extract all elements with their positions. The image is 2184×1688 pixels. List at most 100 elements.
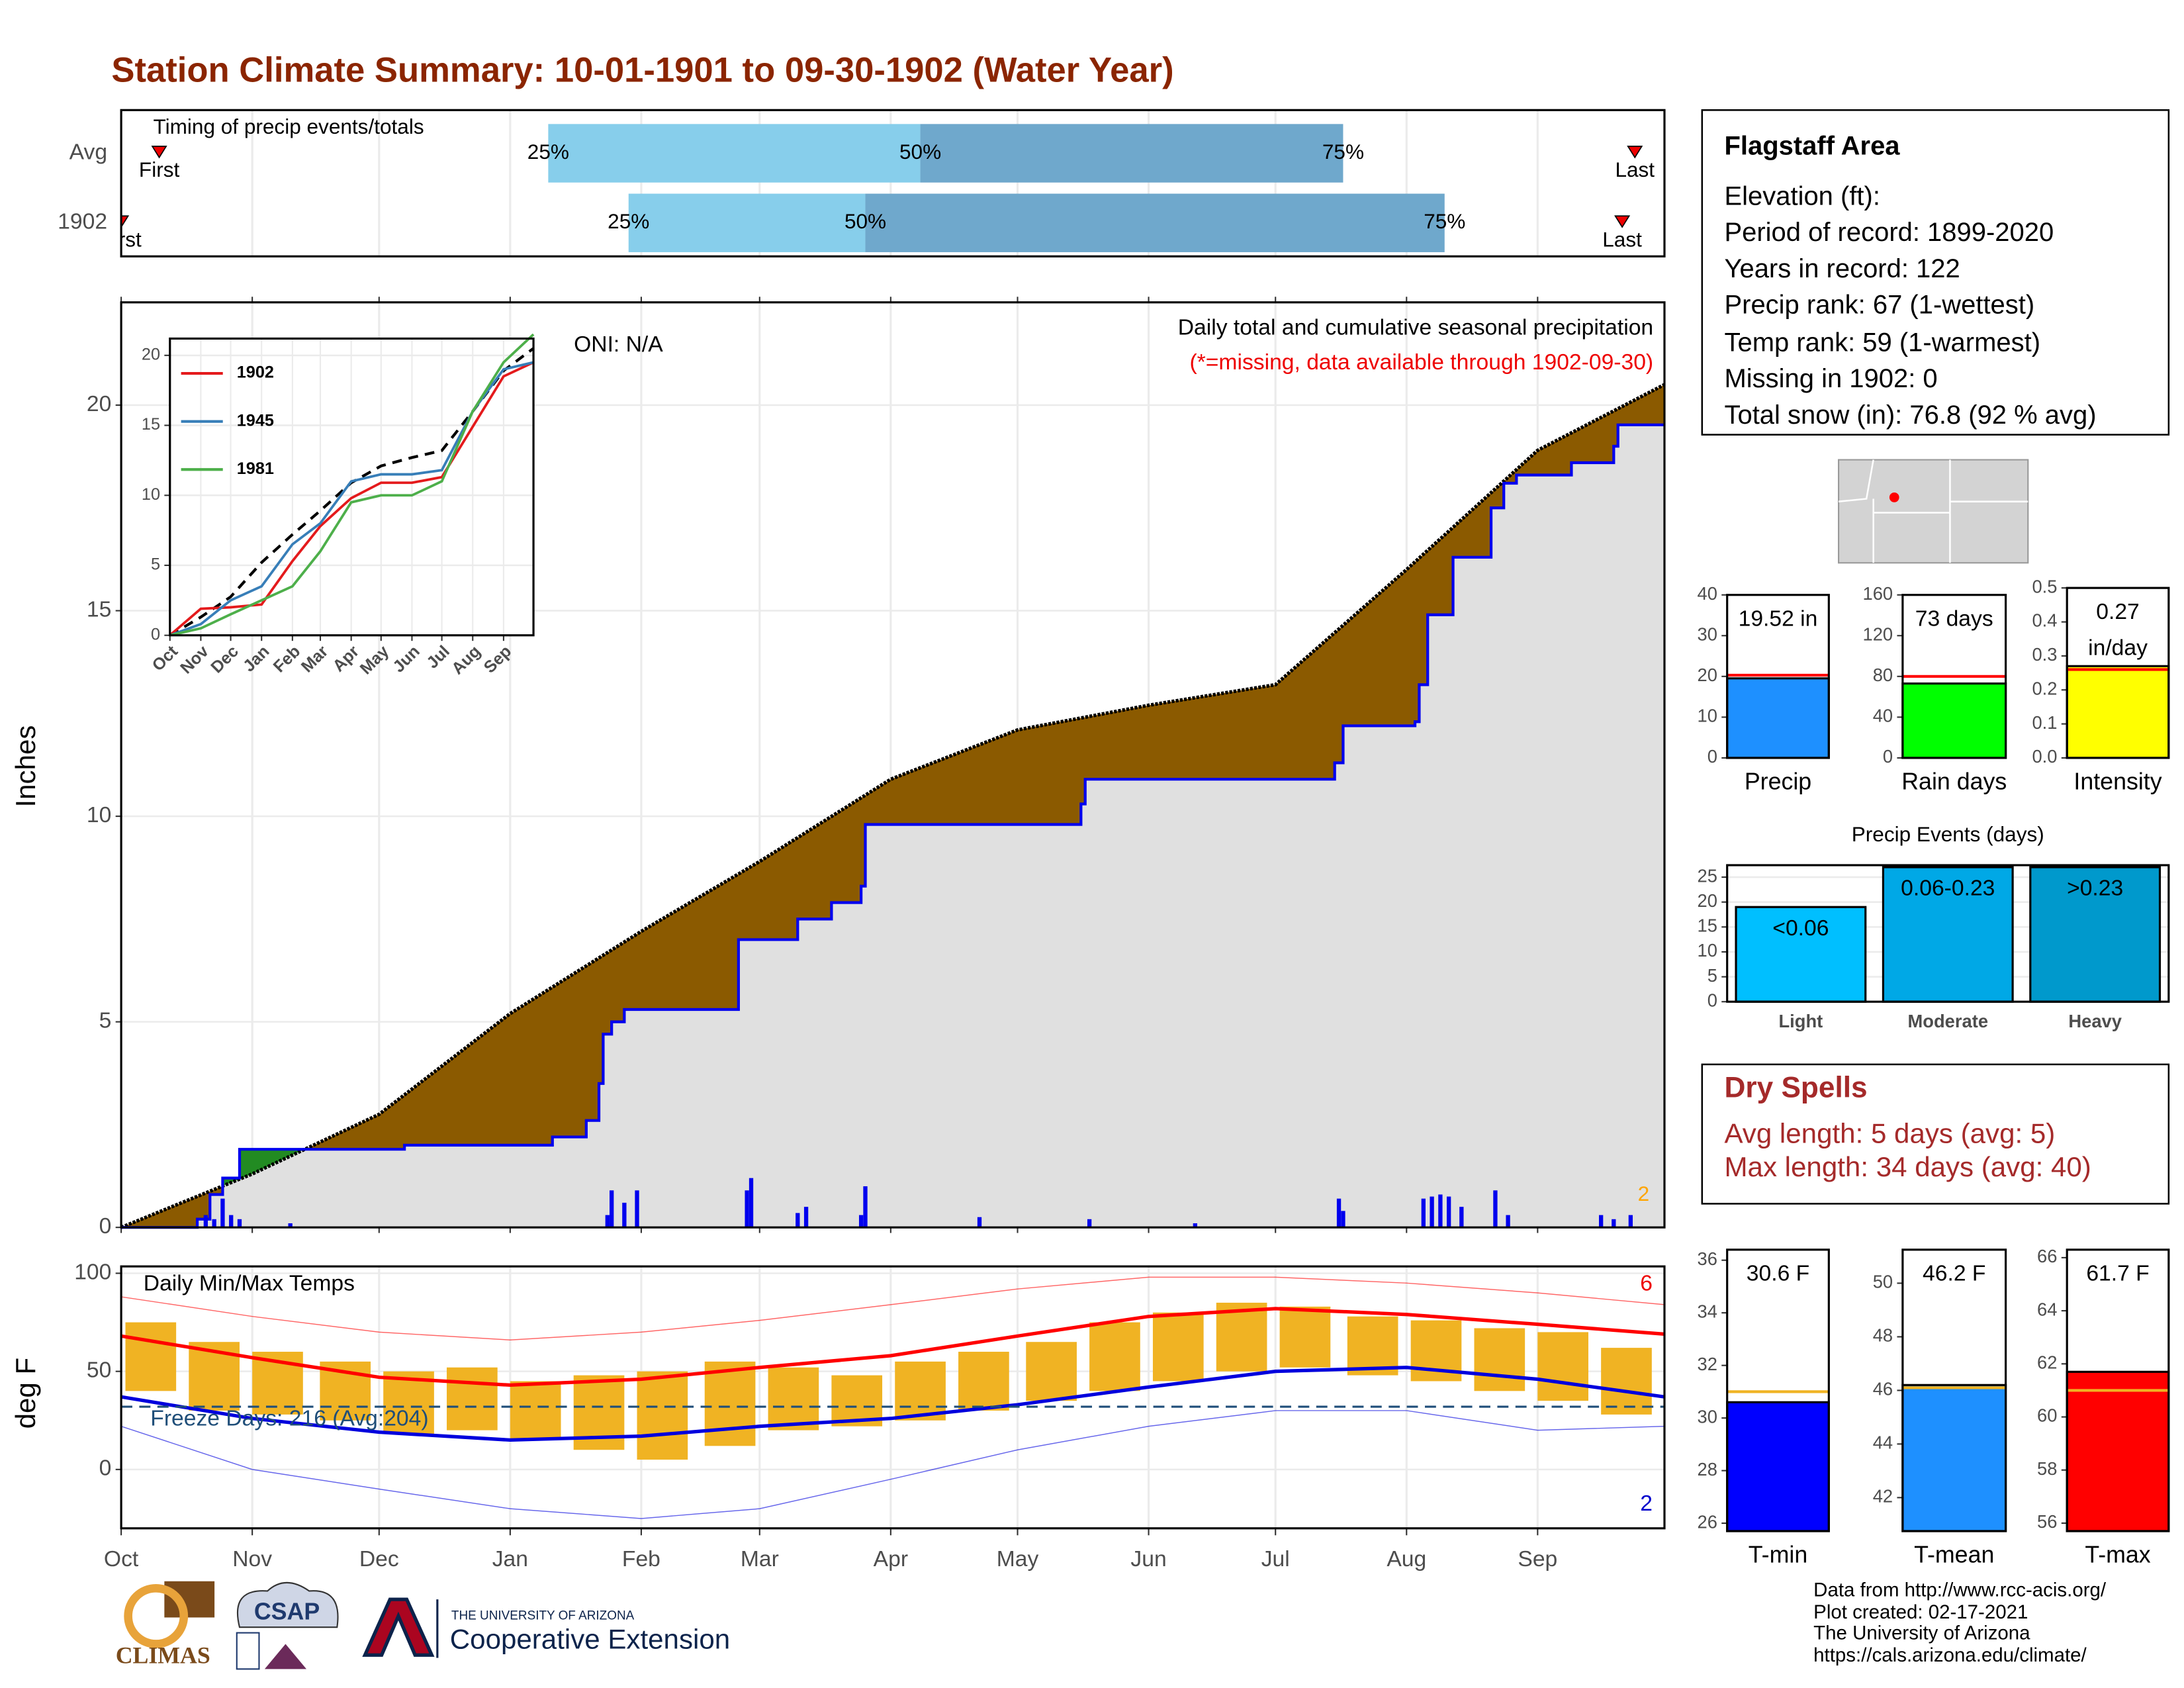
- bar: [1735, 906, 1867, 1003]
- temp-bar: [895, 1361, 946, 1421]
- y-tick-label: 40: [1873, 706, 1893, 726]
- x-tick-label: Jan: [492, 1547, 528, 1571]
- value-label: 30.6 F: [1747, 1262, 1809, 1286]
- daily-bar: [220, 1198, 225, 1228]
- y-tick-label: 100: [74, 1260, 111, 1284]
- y-tick-label: 36: [1698, 1248, 1717, 1269]
- value-label: <0.06: [1772, 916, 1829, 941]
- y-tick-label: 10: [1698, 940, 1717, 961]
- daily-bar: [1421, 1198, 1426, 1228]
- timing-label: Last: [1602, 227, 1642, 251]
- info-line: Precip rank: 67 (1-wettest): [1724, 291, 2034, 320]
- temp-bar: [125, 1322, 177, 1391]
- row-label: 1902: [58, 210, 107, 234]
- y-tick-label: 56: [2037, 1511, 2057, 1532]
- y-tick-label: 20: [1698, 665, 1717, 685]
- y-tick-label: 0.1: [2032, 712, 2057, 733]
- temp-bar: [1537, 1332, 1588, 1401]
- daily-bar: [863, 1186, 868, 1228]
- series-line: [169, 361, 534, 637]
- y-tick-label: 30: [1698, 1406, 1717, 1427]
- y-tick-label: 20: [142, 346, 160, 364]
- y-tick-label: 25: [1698, 865, 1717, 886]
- temp-bar: [447, 1367, 498, 1430]
- y-tick-label: 15: [87, 597, 111, 622]
- freeze-label: Freeze Days: 216 (Avg:204): [150, 1407, 428, 1431]
- y-tick-label: 160: [1863, 583, 1893, 604]
- value-label: 0.27: [2096, 600, 2140, 624]
- temp-bar: [510, 1381, 561, 1440]
- plot-frame: [1901, 1248, 2007, 1532]
- x-tick-label: May: [997, 1547, 1039, 1571]
- panel-title: Precip Events (days): [1852, 822, 2044, 846]
- plot-frame: [1726, 594, 1830, 759]
- info-line: Years in record: 122: [1724, 254, 1960, 283]
- timing-marker: [121, 215, 130, 228]
- chart-caption: Daily total and cumulative seasonal prec…: [1178, 316, 1653, 340]
- y-tick-label: 20: [87, 392, 111, 416]
- plot-frame: [120, 301, 1666, 1229]
- daily-bar: [229, 1215, 234, 1228]
- daily-bar: [635, 1190, 639, 1228]
- page-title: Station Climate Summary: 10-01-1901 to 0…: [111, 50, 1173, 89]
- y-tick-label: 28: [1698, 1459, 1717, 1479]
- record-max-line: [120, 1276, 1665, 1340]
- quantile-label: 75%: [1424, 209, 1465, 233]
- temp-bar: [1601, 1348, 1652, 1415]
- normal-min-line: [120, 1366, 1665, 1442]
- category-label: T-max: [2085, 1541, 2150, 1568]
- value-label: 19.52 in: [1739, 606, 1818, 631]
- info-line: Total snow (in): 76.8 (92 % avg): [1724, 400, 2096, 430]
- y-tick-label: 10: [1698, 706, 1717, 726]
- y-tick-label: 50: [1873, 1272, 1893, 1292]
- range-bar: [865, 193, 1445, 252]
- footer-line: https://cals.arizona.edu/climate/: [1813, 1644, 2087, 1666]
- temp-bar: [1089, 1322, 1140, 1391]
- quantile-label: 25%: [608, 209, 649, 233]
- y-tick-label: 5: [1707, 965, 1717, 986]
- record-count: 2: [1638, 1182, 1650, 1205]
- daily-bar: [745, 1190, 749, 1228]
- y-tick-label: 10: [142, 485, 160, 504]
- quantile-label: 75%: [1322, 140, 1364, 164]
- plot-frame: [1901, 594, 2007, 759]
- normal-max-line: [120, 1307, 1665, 1387]
- bar: [2066, 665, 2170, 759]
- daily-bar: [1341, 1211, 1345, 1228]
- y-tick-label: 26: [1698, 1511, 1717, 1532]
- oni-label: ONI: N/A: [574, 332, 663, 357]
- y-tick-label: 0: [99, 1214, 112, 1239]
- timing-group: 25% 50% 75% First Last 25% 50% 75% First Last: [121, 124, 1655, 252]
- plot-frame: [120, 109, 1666, 258]
- ua-text: THE UNIVERSITY OF ARIZONA: [451, 1609, 635, 1622]
- daily-bar: [803, 1207, 809, 1228]
- x-tick-label: Mar: [741, 1547, 779, 1571]
- daily-bar: [1612, 1219, 1616, 1228]
- y-tick-label: 120: [1863, 624, 1893, 644]
- y-tick-label: 0.3: [2032, 644, 2057, 665]
- bar: [1901, 682, 2007, 759]
- y-tick-label: 40: [1698, 583, 1717, 604]
- record-high-count: 6: [1640, 1271, 1653, 1295]
- y-tick-label: 0: [1707, 990, 1717, 1010]
- x-tick-label: Apr: [874, 1547, 908, 1571]
- y-tick-label: 62: [2037, 1352, 2057, 1373]
- y-tick-label: 42: [1873, 1486, 1893, 1507]
- record-low-count: 2: [1640, 1491, 1653, 1516]
- dry-spells-box: [1701, 1063, 2170, 1205]
- daily-bar: [212, 1219, 216, 1228]
- below-area: [121, 424, 1664, 1228]
- climas-logo: CLIMAS: [116, 1581, 215, 1669]
- daily-bar: [622, 1202, 627, 1228]
- csap-logo: CSAP: [236, 1581, 339, 1670]
- plot-frame: [1726, 864, 2170, 1003]
- temp-bar: [1474, 1328, 1525, 1391]
- locator-map: [1838, 459, 2029, 564]
- y-tick-label: 15: [1698, 915, 1717, 936]
- y-axis-label: Inches: [10, 726, 41, 808]
- y-tick-label: 80: [1873, 665, 1893, 685]
- timing-marker: [1627, 146, 1643, 159]
- legend-label: 1902: [237, 363, 274, 382]
- category-label: Moderate: [1907, 1011, 1988, 1031]
- daily-bar: [1087, 1219, 1092, 1228]
